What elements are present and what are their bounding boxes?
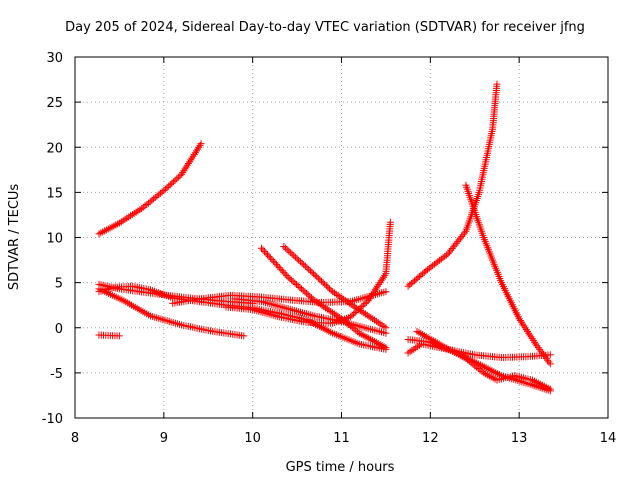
x-tick-label: 9 [160,431,168,446]
series-track-1 [95,140,205,238]
series-track-10 [280,243,390,332]
series-track-7 [222,218,394,327]
y-tick-label: 25 [46,96,63,111]
y-tick-label: 20 [46,141,63,156]
x-tick-label: 12 [422,431,439,446]
marker-track [413,327,554,393]
x-tick-label: 10 [244,431,261,446]
y-tick-label: 0 [55,322,63,337]
series-track-15 [413,327,554,393]
y-tick-label: -10 [42,412,63,427]
series-track-12 [462,181,554,368]
y-tick-label: 10 [46,232,63,247]
series-track-4 [95,285,248,340]
x-tick-label: 8 [71,431,79,446]
marker-track [258,244,390,352]
chart-title: Day 205 of 2024, Sidereal Day-to-day VTE… [65,20,585,35]
marker-track [95,285,248,340]
data-markers [95,80,554,395]
x-tick-label: 14 [600,431,617,446]
x-axis-label: GPS time / hours [286,460,395,475]
y-tick-label: 15 [46,186,63,201]
marker-track [462,181,554,368]
marker-track [95,140,205,238]
series-track-8 [231,295,390,337]
series-track-9 [258,244,390,352]
axes: 8 9 10 11 12 13 14 -10 -5 0 5 10 15 20 25 30 [42,51,617,446]
x-tick-label: 11 [333,431,350,446]
x-tick-label: 13 [511,431,528,446]
y-tick-label: -5 [50,367,63,382]
y-tick-label: 30 [46,51,63,66]
series-track-5 [95,331,123,340]
marker-track [231,295,390,337]
y-tick-label: 5 [55,277,63,292]
marker-track [95,331,123,340]
marker-track [222,218,394,327]
y-axis-label: SDTVAR / TECUs [7,184,22,291]
marker-track [280,243,390,332]
grid-lines [75,57,608,418]
